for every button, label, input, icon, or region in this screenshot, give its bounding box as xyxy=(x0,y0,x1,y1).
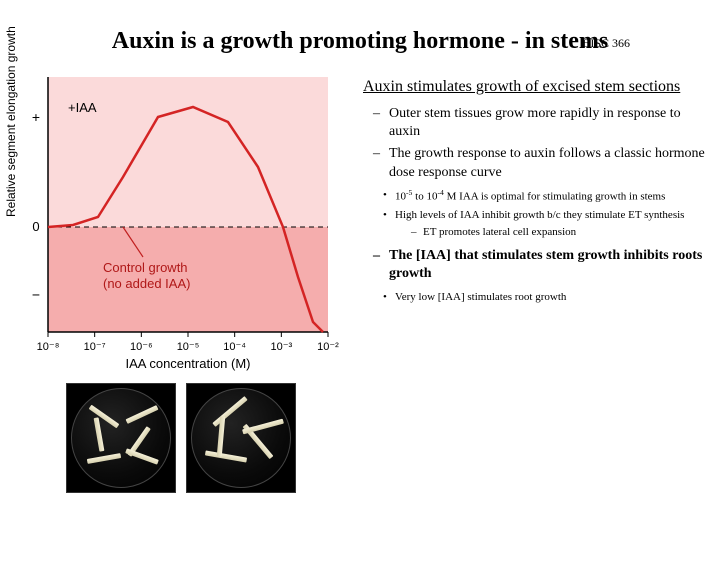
svg-text:10⁻⁶: 10⁻⁶ xyxy=(130,341,153,353)
petri-dish-right xyxy=(186,383,296,493)
control-label-1: Control growth xyxy=(103,260,188,275)
bullet-list-2b: Very low [IAA] stimulates root growth xyxy=(363,290,712,304)
subtitle: Auxin stimulates growth of excised stem … xyxy=(363,77,712,97)
svg-text:10⁻⁴: 10⁻⁴ xyxy=(223,341,246,353)
course-code: BISC 366 xyxy=(582,36,630,51)
bullet-list-1: Outer stem tissues grow more rapidly in … xyxy=(363,105,712,182)
y-tick-plus: + xyxy=(32,109,40,125)
text-column: Auxin stimulates growth of excised stem … xyxy=(353,67,712,493)
y-tick-zero: 0 xyxy=(32,219,39,234)
svg-text:10⁻⁸: 10⁻⁸ xyxy=(37,341,60,353)
bullet-list-1b: The [IAA] that stimulates stem growth in… xyxy=(363,247,712,283)
svg-text:10⁻⁷: 10⁻⁷ xyxy=(84,341,106,353)
dose-response-chart: Relative segment elongation growth + 0 −… xyxy=(8,67,353,377)
chart-svg: + 0 − 10⁻⁸ 10⁻⁷ 10⁻⁶ 10⁻⁵ 10⁻⁴ 10⁻³ 10⁻² IAA c… xyxy=(8,67,353,377)
bullet-low-iaa-roots: Very low [IAA] stimulates root growth xyxy=(385,290,712,304)
content-row: Relative segment elongation growth + 0 −… xyxy=(0,67,720,493)
y-axis-label: Relative segment elongation growth xyxy=(4,26,18,217)
y-tick-minus: − xyxy=(32,287,40,303)
bullet-high-iaa: High levels of IAA inhibit growth b/c th… xyxy=(385,208,712,240)
bullet-outer-tissues: Outer stem tissues grow more rapidly in … xyxy=(377,105,712,141)
chart-column: Relative segment elongation growth + 0 −… xyxy=(8,67,353,493)
svg-text:10⁻⁵: 10⁻⁵ xyxy=(177,341,200,353)
bullet-list-2: 10-5 to 10-4 M IAA is optimal for stimul… xyxy=(363,188,712,240)
control-label-2: (no added IAA) xyxy=(103,276,190,291)
bullet-roots: The [IAA] that stimulates stem growth in… xyxy=(377,247,712,283)
bullet-et-lateral: ET promotes lateral cell expansion xyxy=(413,225,712,239)
bullet-optimal-conc: 10-5 to 10-4 M IAA is optimal for stimul… xyxy=(385,188,712,204)
iaa-label: +IAA xyxy=(68,100,97,115)
x-ticks: 10⁻⁸ 10⁻⁷ 10⁻⁶ 10⁻⁵ 10⁻⁴ 10⁻³ 10⁻² xyxy=(37,332,340,353)
petri-dish-left xyxy=(66,383,176,493)
bullet-dose-response: The growth response to auxin follows a c… xyxy=(377,145,712,181)
svg-text:10⁻³: 10⁻³ xyxy=(270,341,292,353)
x-axis-label: IAA concentration (M) xyxy=(126,356,251,371)
petri-dish-photos xyxy=(8,383,353,493)
bullet-list-3: ET promotes lateral cell expansion xyxy=(395,225,712,239)
svg-text:10⁻²: 10⁻² xyxy=(317,341,339,353)
